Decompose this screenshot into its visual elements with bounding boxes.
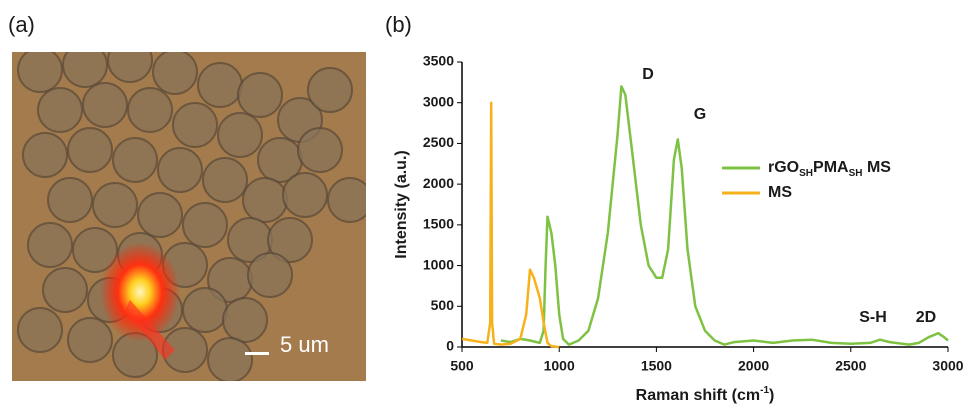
peak-label: S-H — [859, 309, 887, 326]
cell — [62, 52, 108, 88]
text-part: rGO — [768, 159, 799, 176]
x-tick-label: 2000 — [738, 358, 769, 374]
cell — [307, 67, 353, 113]
cell — [17, 52, 63, 93]
cell — [107, 52, 153, 83]
cell — [282, 172, 328, 218]
x-tick-label: 2500 — [835, 358, 866, 374]
cell — [242, 177, 288, 223]
cell — [327, 177, 366, 223]
laser-spot — [100, 242, 180, 342]
cell — [72, 227, 118, 273]
cell — [127, 87, 173, 133]
y-tick-label: 1000 — [423, 256, 454, 272]
cell — [22, 132, 68, 178]
cell — [152, 52, 198, 95]
cell — [217, 112, 263, 158]
legend-label: MS — [768, 184, 792, 201]
y-tick-label: 500 — [431, 297, 455, 313]
cell — [222, 297, 268, 343]
cell — [157, 147, 203, 193]
y-tick-label: 3000 — [423, 93, 454, 109]
text-part: MS — [863, 159, 892, 176]
cell — [47, 177, 93, 223]
cell — [297, 127, 343, 173]
cell — [82, 82, 128, 128]
text-part: ) — [769, 387, 774, 404]
cell — [267, 217, 313, 263]
cell — [67, 127, 113, 173]
series-line — [461, 101, 560, 349]
y-tick-label: 2500 — [423, 134, 454, 150]
x-tick-label: 3000 — [932, 358, 963, 374]
cell — [172, 102, 218, 148]
cell — [42, 267, 88, 313]
cell — [247, 252, 293, 298]
y-tick-label: 1500 — [423, 216, 454, 232]
text-part: MS — [768, 184, 792, 201]
cell — [112, 137, 158, 183]
y-axis-label: Intensity (a.u.) — [393, 150, 410, 258]
y-tick-label: 3500 — [423, 53, 454, 69]
x-axis-label: Raman shift (cm-1) — [636, 385, 775, 404]
peak-label: D — [642, 66, 654, 83]
text-part: SH — [849, 168, 863, 179]
cell — [27, 222, 73, 268]
scale-bar-label: 5 um — [280, 332, 329, 357]
cell — [17, 307, 63, 353]
text-part: -1 — [760, 385, 769, 396]
cell — [197, 62, 243, 108]
micrograph — [12, 52, 366, 381]
cell — [182, 202, 228, 248]
scale-bar — [245, 352, 269, 355]
panel-label: (b) — [385, 12, 412, 37]
text-part: PMA — [813, 159, 849, 176]
y-tick-label: 2000 — [423, 175, 454, 191]
cell — [137, 192, 183, 238]
legend-label: rGOSHPMASH MS — [768, 159, 891, 179]
cell — [237, 72, 283, 118]
x-tick-label: 1000 — [544, 358, 575, 374]
peak-label: 2D — [916, 309, 936, 326]
x-tick-label: 500 — [450, 358, 474, 374]
text-part: Raman shift (cm — [636, 387, 760, 404]
panel-label: (a) — [8, 12, 35, 37]
x-tick-label: 1500 — [641, 358, 672, 374]
cell — [207, 337, 253, 381]
cell — [92, 182, 138, 228]
laser-tail — [125, 300, 175, 360]
cell — [37, 87, 83, 133]
text-part: SH — [799, 168, 813, 179]
chart: 0 500 1000 1500 2000 2500 3000 3500 500 1000 1500 2… — [393, 53, 964, 405]
cell — [182, 287, 228, 333]
cell — [67, 317, 113, 363]
cell — [202, 157, 248, 203]
series-line — [500, 85, 949, 346]
y-tick-label: 0 — [446, 338, 454, 354]
peak-label: G — [694, 106, 706, 123]
